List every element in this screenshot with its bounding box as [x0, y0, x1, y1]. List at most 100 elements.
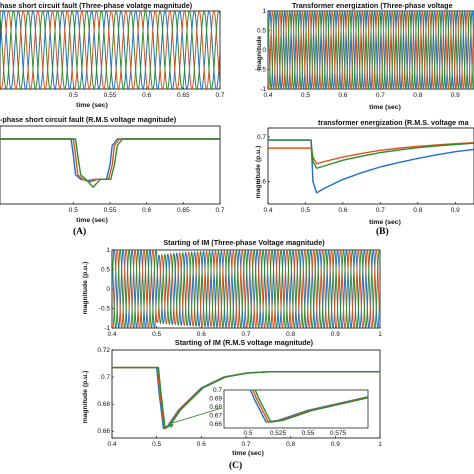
panel-b-top: Transformer energization (Three-phase vo…	[255, 1, 474, 111]
chart-b-top-ytick-label: 0.5	[257, 28, 266, 35]
panel-b-top-plot: 0.4 0.5 0.6 0.7 0.8 0.9 -1 -0.5 0 0.5 1	[255, 8, 474, 99]
chart-b-bottom-xtick-label: 0.9	[451, 207, 460, 214]
chart-b-top-xtick-label: 0.4	[263, 92, 272, 99]
panel-b-bottom-plot: 0.4 0.5 0.6 0.7 0.8 0.9 0.6 0.7	[257, 127, 474, 214]
chart-c-top-xtick-label: 0.5	[152, 331, 161, 338]
chart-c-top-ytick-label: 0	[106, 286, 110, 293]
chart-a-bottom-xtick-label: 0.65	[177, 207, 190, 214]
chart-b-bottom-xtick-label: 0.8	[413, 207, 422, 214]
chart-c-bottom-inset-series-c	[254, 390, 368, 423]
chart-b-top-xtick-label: 0.7	[376, 92, 385, 99]
panel-c-top: Starting of IM (Three-phase Voltage magn…	[82, 238, 382, 338]
chart-c-top-ytick-label: 0.5	[101, 267, 110, 274]
chart-a-top-xtick-label: 0.5	[69, 92, 78, 99]
panel-b-top-xlabel: time (sec)	[369, 104, 401, 111]
chart-c-bottom-ytick-label: 0.68	[97, 401, 110, 408]
chart-c-bottom-inset-ytick-label: 0.69	[209, 395, 222, 402]
chart-c-top-xtick-label: 1	[378, 331, 382, 338]
chart-b-bottom-ytick-label: 0.6	[257, 179, 266, 186]
panel-a-bottom-title: -phase short circuit fault (R.M.S voltag…	[0, 115, 177, 124]
chart-c-bottom-inset-xtick-label: 0.55	[302, 430, 315, 437]
chart-c-top-ytick-label: -1	[104, 325, 110, 332]
chart-c-bottom-ytick-label: 0.7	[101, 374, 110, 381]
chart-c-bottom-xtick-label: 0.7	[241, 441, 250, 448]
panel-b-bottom-title: transformer energization (R.M.S. voltage…	[318, 118, 470, 127]
chart-b-top-ytick-label: -1	[260, 86, 266, 93]
chart-b-top-xtick-label: 0.9	[451, 92, 460, 99]
chart-b-top-xtick-label: 0.5	[301, 92, 310, 99]
panel-c-bottom-plot: 0.4 0.5 0.6 0.7 0.8 0.9 1 0.66 0.68 0.7 0.72 0.5 0.5…	[97, 347, 382, 448]
chart-b-top-xtick-label: 0.6	[338, 92, 347, 99]
chart-c-top-xtick-label: 0.8	[286, 331, 295, 338]
chart-c-bottom-inset-frame	[223, 389, 369, 429]
chart-c-bottom-inset-arrowhead	[168, 423, 174, 428]
chart-a-top-xtick-label: 0.7	[215, 92, 224, 99]
chart-b-bottom-xtick-label: 0.7	[376, 207, 385, 214]
panel-label-a: (A)	[73, 226, 86, 237]
chart-b-bottom-xtick-label: 0.6	[338, 207, 347, 214]
panel-c-bottom-xlabel: time (sec)	[232, 450, 264, 457]
panel-b-top-ylabel: magnitude	[256, 36, 263, 71]
panel-a-bottom: -phase short circuit fault (R.M.S voltag…	[0, 115, 225, 224]
panel-c-top-plot: 0.4 0.5 0.6 0.7 0.8 0.9 1 -1 -0.5 0 0.5 1	[99, 247, 382, 338]
chart-a-top-series-c	[0, 11, 220, 89]
panel-b-bottom-ylabel: magnitude (p.u.)	[255, 146, 262, 199]
chart-c-top-series-a	[112, 250, 380, 328]
chart-a-bottom-xtick-label: 0.5	[69, 207, 78, 214]
chart-c-bottom-inset-xtick-label: 0.525	[270, 430, 287, 437]
chart-b-bottom-ytick-label: 0.7	[257, 134, 266, 141]
chart-c-top-xtick-label: 0.9	[331, 331, 340, 338]
panel-a-top-title: hase short circuit fault (Three-phase vo…	[0, 1, 193, 10]
chart-c-bottom-ytick-label: 0.72	[97, 347, 110, 354]
panel-c-bottom: Starting of IM (R.M.S voltage magnitude)…	[82, 338, 382, 457]
panel-c-bottom-title: Starting of IM (R.M.S voltage magnitude)	[175, 338, 314, 347]
chart-c-bottom-series-c	[112, 366, 380, 430]
chart-b-top-ytick-label: -0.5	[255, 67, 267, 74]
panel-b-bottom-xlabel: time (sec)	[369, 219, 401, 226]
chart-c-bottom-xtick-label: 0.5	[152, 441, 161, 448]
chart-c-bottom-inset-ytick-label: 0.66	[209, 421, 222, 428]
chart-a-top-series-a	[0, 11, 220, 89]
chart-c-bottom-xtick-label: 0.4	[107, 441, 116, 448]
chart-c-top-xtick-label: 0.6	[197, 331, 206, 338]
chart-c-bottom-inset-ytick-label: 0.7	[213, 387, 222, 394]
chart-a-bottom-xtick-label: 0.6	[142, 207, 151, 214]
chart-c-bottom-inset-ytick-label: 0.67	[209, 412, 222, 419]
chart-a-bottom-series-a	[0, 138, 220, 182]
chart-b-top-xtick-label: 0.8	[413, 92, 422, 99]
chart-b-top-ytick-label: 0	[262, 47, 266, 54]
chart-c-top-ytick-label: 1	[106, 247, 110, 254]
panel-a-top-plot: 0.5 0.55 0.6 0.65 0.7	[0, 10, 225, 99]
chart-b-bottom-xtick-label: 0.5	[301, 207, 310, 214]
chart-c-bottom-xtick-label: 1	[378, 441, 382, 448]
chart-c-bottom-xtick-label: 0.6	[197, 441, 206, 448]
chart-c-top-xtick-label: 0.7	[241, 331, 250, 338]
chart-c-bottom-ytick-label: 0.66	[97, 428, 110, 435]
chart-a-top-series-b	[0, 11, 220, 89]
chart-b-bottom-series-c	[268, 139, 474, 169]
panel-a-top: hase short circuit fault (Three-phase vo…	[0, 1, 225, 109]
chart-c-bottom-xtick-label: 0.9	[331, 441, 340, 448]
chart-c-top-xtick-label: 0.4	[107, 331, 116, 338]
chart-c-bottom-inset-xtick-label: 0.5	[243, 430, 252, 437]
panel-label-b: (B)	[376, 226, 389, 237]
chart-a-bottom-xtick-label: 0.7	[215, 207, 224, 214]
chart-c-top-ytick-label: -0.5	[99, 306, 111, 313]
chart-a-bottom-series-c	[0, 138, 220, 188]
chart-c-bottom-inset-ytick-label: 0.68	[209, 404, 222, 411]
chart-a-bottom-xtick-label: 0.55	[104, 207, 117, 214]
chart-c-bottom-xtick-label: 0.8	[286, 441, 295, 448]
chart-c-top-series-c	[112, 250, 380, 328]
chart-a-top-xtick-label: 0.55	[104, 92, 117, 99]
chart-c-bottom-inset-xtick-label: 0.575	[330, 430, 347, 437]
panel-a-top-xlabel: time (sec)	[76, 102, 108, 109]
chart-b-top-series-c	[268, 11, 474, 89]
panel-a-bottom-xlabel: time (sec)	[76, 217, 108, 224]
chart-b-bottom-xtick-label: 0.4	[263, 207, 272, 214]
panel-a-bottom-plot: 0.5 0.55 0.6 0.65 0.7	[0, 125, 225, 214]
panel-c-top-title: Starting of IM (Three-phase Voltage magn…	[163, 238, 325, 247]
chart-a-top-xtick-label: 0.6	[142, 92, 151, 99]
panel-c-top-ylabel: magnitude (p.u.)	[82, 262, 89, 315]
chart-b-bottom-series-a	[268, 139, 474, 194]
